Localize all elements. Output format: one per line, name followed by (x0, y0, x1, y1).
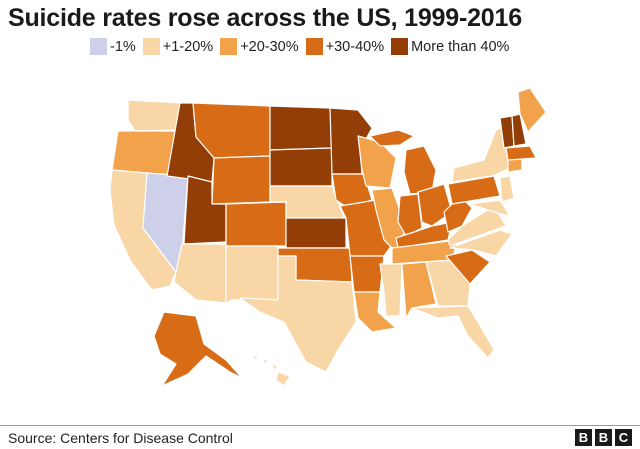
state-hawaii-4 (275, 371, 291, 387)
legend-item-20-30: +20-30% (220, 38, 299, 55)
legend-item-minus1: -1% (90, 38, 136, 55)
state-north-dakota (269, 105, 333, 151)
legend-swatch (142, 38, 160, 55)
state-hawaii-3 (271, 363, 279, 371)
legend-label: +30-40% (325, 38, 385, 55)
state-colorado (225, 201, 287, 247)
state-virginia (447, 205, 507, 247)
legend-item-over-40: More than 40% (391, 38, 509, 55)
state-kansas (285, 217, 347, 249)
legend-label: +1-20% (162, 38, 214, 55)
state-pennsylvania (447, 175, 501, 205)
state-south-carolina (445, 249, 491, 285)
bbc-letter: B (595, 429, 612, 446)
state-texas (239, 255, 357, 373)
state-louisiana (353, 291, 397, 333)
legend-swatch (220, 38, 238, 55)
state-florida (411, 305, 495, 359)
state-new-hampshire (511, 113, 527, 147)
state-hawaii-2 (261, 359, 269, 365)
state-maine (517, 87, 547, 133)
legend-swatch (391, 38, 409, 55)
state-arkansas (349, 255, 385, 293)
state-arizona (173, 243, 227, 304)
us-map (109, 87, 547, 387)
state-new-mexico (225, 245, 279, 304)
legend-swatch (90, 38, 107, 55)
legend-label: More than 40% (411, 38, 510, 55)
state-alaska (153, 311, 243, 387)
state-new-jersey (499, 175, 515, 203)
state-hawaii-1 (251, 355, 259, 361)
state-michigan (403, 145, 437, 195)
state-washington (127, 99, 181, 132)
state-north-carolina (449, 229, 513, 257)
state-south-dakota (269, 147, 333, 187)
state-michigan-upper (369, 129, 415, 147)
legend-item-30-40: +30-40% (305, 38, 385, 55)
state-maryland (469, 199, 511, 217)
legend-swatch (305, 38, 323, 55)
state-alabama (401, 261, 437, 319)
state-mississippi (379, 263, 403, 317)
legend-label: +20-30% (240, 38, 299, 55)
legend-label: -1% (110, 38, 136, 55)
bbc-letter: C (615, 429, 632, 446)
legend: -1% +1-20% +20-30% +30-40% More than 40% (90, 38, 516, 55)
source-note: Source: Centers for Disease Control (8, 430, 233, 446)
bbc-logo: B B C (572, 429, 632, 446)
bbc-letter: B (575, 429, 592, 446)
state-wyoming (211, 155, 271, 205)
footer-divider (0, 425, 640, 426)
state-oregon (111, 130, 176, 176)
chart-title: Suicide rates rose across the US, 1999-2… (8, 4, 522, 32)
state-ohio (417, 183, 453, 227)
state-massachusetts (505, 145, 537, 161)
legend-item-1-20: +1-20% (142, 38, 214, 55)
